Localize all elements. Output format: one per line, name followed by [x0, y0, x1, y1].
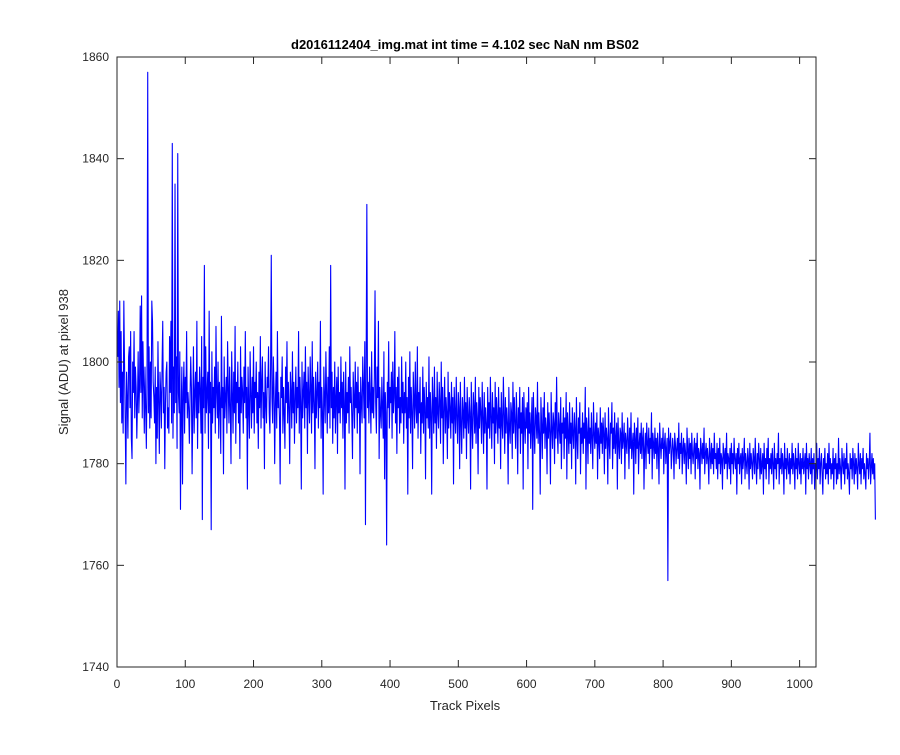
x-tick-label: 1000	[786, 677, 813, 691]
y-axis-label: Signal (ADU) at pixel 938	[56, 289, 71, 435]
x-tick-label: 700	[585, 677, 605, 691]
series-layer	[117, 71, 876, 582]
x-tick-label: 900	[721, 677, 741, 691]
y-tick-label: 1820	[82, 253, 109, 267]
x-tick-label: 300	[312, 677, 332, 691]
x-tick-label: 100	[175, 677, 195, 691]
y-tick-label: 1860	[82, 50, 109, 64]
x-tick-label: 0	[114, 677, 121, 691]
y-tick-label: 1740	[82, 660, 109, 674]
y-tick-label: 1800	[82, 355, 109, 369]
axes-layer: 0 100 200 300 400 500 600 700 800 900 1000 1740 1760…	[82, 50, 817, 691]
y-tick-label: 1780	[82, 457, 109, 471]
x-tick-label: 400	[380, 677, 400, 691]
x-tick-label: 200	[244, 677, 264, 691]
y-tick-label: 1760	[82, 558, 109, 572]
x-tick-label: 600	[517, 677, 537, 691]
x-tick-label: 500	[448, 677, 468, 691]
series-line-1	[117, 71, 876, 582]
chart-title: d2016112404_img.mat int time = 4.102 sec…	[291, 37, 639, 52]
x-axis-label: Track Pixels	[430, 698, 501, 713]
x-tick-label: 800	[653, 677, 673, 691]
y-tick-label: 1840	[82, 152, 109, 166]
